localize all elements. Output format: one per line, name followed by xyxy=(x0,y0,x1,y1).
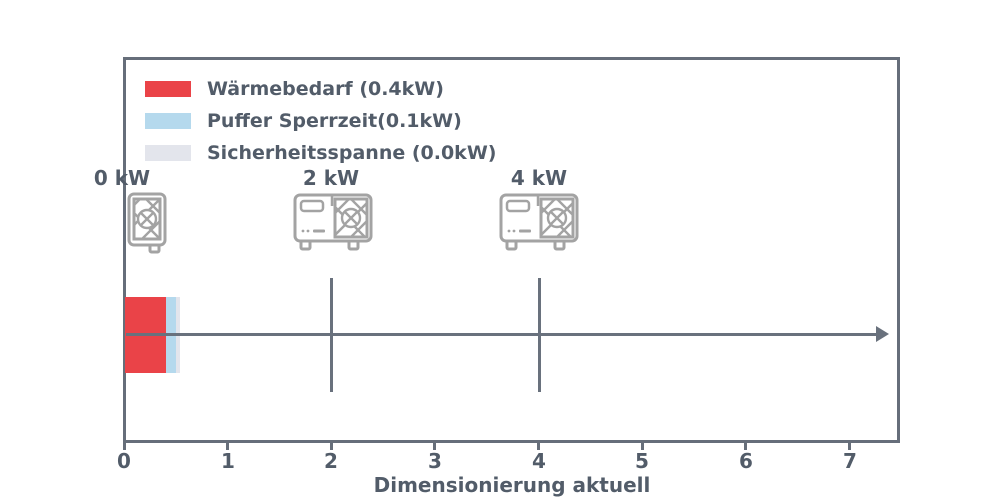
x-tick-label: 7 xyxy=(843,449,857,473)
x-tick-label: 6 xyxy=(739,449,753,473)
capacity-marker-line-2kw xyxy=(330,278,333,392)
plot-border xyxy=(123,57,900,443)
x-tick xyxy=(537,442,540,450)
x-tick-label: 1 xyxy=(221,449,235,473)
x-tick-label: 3 xyxy=(428,449,442,473)
legend-label: Puffer Sperrzeit(0.1kW) xyxy=(207,110,462,132)
capacity-marker-line-4kw xyxy=(538,278,541,392)
x-tick xyxy=(123,442,126,450)
x-axis-title: Dimensionierung aktuell xyxy=(373,473,651,497)
legend-item-sicherheitsspanne: Sicherheitsspanne (0.0kW) xyxy=(145,143,496,163)
legend-item-waermebedarf: Wärmebedarf (0.4kW) xyxy=(145,79,444,99)
x-tick xyxy=(433,442,436,450)
x-tick-label: 4 xyxy=(532,449,546,473)
legend-swatch-waermebedarf xyxy=(145,81,191,97)
capacity-label-4kw: 4 kW xyxy=(510,166,568,190)
capacity-label-2kw: 2 kW xyxy=(302,166,360,190)
heat-pump-icon-small-0kw xyxy=(127,192,167,254)
legend-swatch-sicherheitsspanne xyxy=(145,145,191,161)
heat-pump-icon-4kw xyxy=(499,193,579,251)
dimension-axis-arrow-icon xyxy=(876,326,889,342)
legend-label: Wärmebedarf (0.4kW) xyxy=(207,78,444,100)
x-tick xyxy=(226,442,229,450)
x-tick-label: 5 xyxy=(635,449,649,473)
legend-label: Sicherheitsspanne (0.0kW) xyxy=(207,142,497,164)
legend-item-puffer-sperrzeit: Puffer Sperrzeit(0.1kW) xyxy=(145,111,462,131)
x-tick xyxy=(330,442,333,450)
x-tick xyxy=(641,442,644,450)
x-tick-label: 0 xyxy=(117,449,131,473)
legend-swatch-puffer-sperrzeit xyxy=(145,113,191,129)
dimension-axis-line xyxy=(126,333,878,336)
heat-pump-icon-2kw xyxy=(293,193,373,251)
x-tick xyxy=(744,442,747,450)
x-tick-label: 2 xyxy=(324,449,338,473)
x-tick xyxy=(848,442,851,450)
capacity-label-0kw: 0 kW xyxy=(93,166,151,190)
